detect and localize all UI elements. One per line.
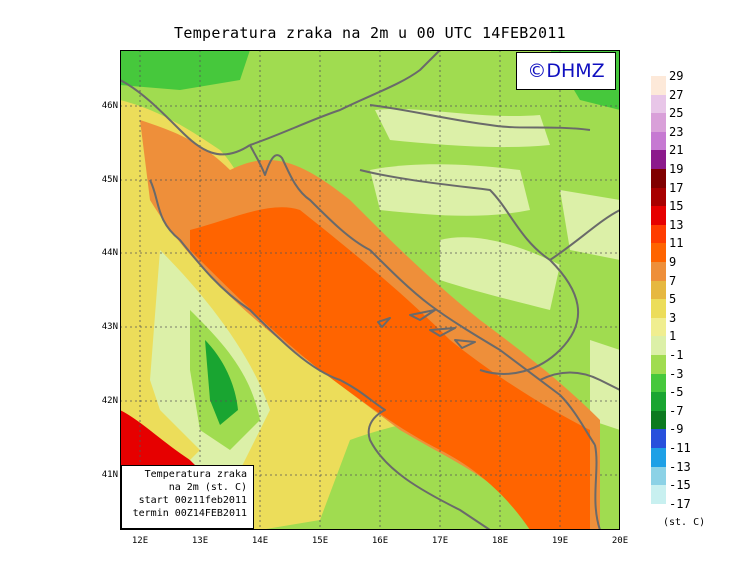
istria-coast [249,144,371,251]
dalmatia-coast [369,249,596,446]
legend-label: -9 [669,422,684,437]
lat-label-41n: 41N [101,470,118,480]
legend-swatch [651,113,666,132]
lon-label-14e: 14E [251,536,269,546]
lon-label-12e: 12E [131,536,149,546]
cool-patch-bosnia [440,237,560,310]
legend-swatch [651,169,666,188]
legend-label: 19 [669,162,684,176]
legend-swatch [651,466,666,486]
legend-label: 11 [669,236,684,251]
legend-swatch [651,503,666,523]
lon-label-20e: 20E [611,536,629,546]
legend-swatch [651,429,666,448]
temperature-map [120,50,620,530]
legend-label: 9 [669,255,677,269]
legend-label: -15 [669,478,691,493]
cool-patch-slavonia [370,164,530,216]
legend-label: 25 [669,106,684,121]
legend-swatch [651,94,666,114]
adriatic-sea-warm [190,207,590,530]
lat-label-43n: 43N [101,322,118,332]
italy-east-coast [120,79,251,156]
croatia-north-border [249,50,441,146]
legend-swatch [651,131,666,151]
albania-border [594,444,601,530]
legend-swatch [651,76,666,95]
lon-label-18e: 18E [491,536,509,546]
island-2 [409,309,436,321]
lat-label-44n: 44N [101,248,118,258]
lon-label-13e: 13E [191,536,209,546]
info-line-3: start 00z11feb2011 [138,495,247,506]
legend-label: 23 [669,124,684,139]
legend-label: -17 [669,496,691,511]
montenegro-border [539,371,620,391]
italy-frost-core [205,340,238,425]
legend-label: 7 [669,273,677,288]
info-line-4: termin 00Z14FEB2011 [132,508,247,519]
legend-label: -11 [669,441,691,455]
cool-patch-north [375,108,550,148]
info-box: Temperatura zraka na 2m (st. C) start 00… [121,465,254,529]
legend-swatch [651,336,666,355]
legend-label: 13 [669,217,684,232]
legend-label: 27 [669,87,684,102]
legend-label: -5 [669,385,684,400]
island-3 [429,327,456,337]
legend-label: -13 [669,459,691,474]
legend-label: -7 [669,403,684,418]
legend-units: (st. C) [663,517,706,528]
frost-patch-north [120,50,250,90]
legend-swatch [651,262,666,281]
legend-swatch [651,317,666,337]
info-line-2: na 2m (st. C) [168,482,247,493]
legend-label: 21 [669,143,684,158]
serbia-border [549,209,620,261]
legend-swatch [651,410,666,430]
legend-swatch [651,373,666,393]
legend-label: 29 [669,69,684,83]
lat-label-42n: 42N [101,396,118,406]
legend-swatch [651,355,666,374]
legend-label: 3 [669,310,677,325]
italy-coast [149,179,491,530]
coastlines-borders [120,50,620,530]
lon-label-15e: 15E [311,536,329,546]
legend-swatch [651,392,666,411]
croatia-hungary-border [369,104,591,131]
legend-swatch [651,448,666,467]
legend-label: 1 [669,329,677,344]
legend-label: -3 [669,366,684,381]
lon-label-17e: 17E [431,536,449,546]
map-border [120,50,620,530]
legend-swatch [651,224,666,244]
legend-swatch [651,243,666,262]
bosnia-border [359,169,579,375]
island-1 [377,317,391,328]
legend-label: 15 [669,199,684,214]
legend-swatch [651,187,666,207]
dhmz-logo: ©DHMZ [516,52,616,90]
lon-label-16e: 16E [371,536,389,546]
island-4 [454,339,476,349]
legend-swatch [651,485,666,504]
cool-patch-kosovo [590,340,620,430]
map-canvas [120,50,620,530]
legend-swatch [651,299,666,318]
map-title: Temperatura zraka na 2m u 00 UTC 14FEB20… [174,24,566,42]
legend-swatch [651,150,666,169]
lon-label-19e: 19E [551,536,569,546]
legend-swatch [651,206,666,225]
legend-label: 5 [669,292,677,307]
legend-label: 17 [669,180,684,195]
legend-label: -1 [669,348,684,362]
legend-swatch [651,280,666,300]
info-line-1: Temperatura zraka [144,469,247,480]
lat-label-45n: 45N [101,175,118,185]
lat-label-46n: 46N [101,101,118,111]
